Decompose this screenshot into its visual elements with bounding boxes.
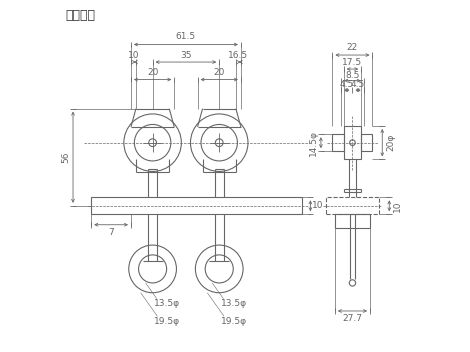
- Text: 4.5: 4.5: [351, 80, 365, 89]
- Bar: [91, 197, 302, 214]
- Text: 受け座側: 受け座側: [65, 10, 95, 23]
- Text: 20φ: 20φ: [386, 134, 396, 151]
- Text: 7: 7: [108, 228, 114, 237]
- Text: 27.7: 27.7: [343, 314, 362, 323]
- Text: 13.5φ: 13.5φ: [154, 300, 180, 308]
- Text: 14.5φ: 14.5φ: [309, 130, 318, 156]
- Text: 10: 10: [128, 51, 139, 59]
- Text: 22: 22: [347, 43, 358, 52]
- Text: 13.5φ: 13.5φ: [221, 300, 247, 308]
- Bar: [344, 126, 361, 159]
- Text: 10: 10: [312, 201, 323, 210]
- Text: 56: 56: [62, 151, 70, 163]
- Text: 10: 10: [392, 200, 401, 212]
- Text: 61.5: 61.5: [176, 32, 196, 40]
- Bar: [361, 134, 372, 151]
- Bar: [326, 197, 379, 214]
- Bar: [332, 134, 344, 151]
- Bar: [335, 214, 370, 227]
- Text: 19.5φ: 19.5φ: [154, 317, 180, 326]
- Text: 4.5: 4.5: [340, 80, 354, 89]
- Text: 19.5φ: 19.5φ: [221, 317, 247, 326]
- Text: 35: 35: [180, 51, 192, 59]
- Text: 17.5: 17.5: [342, 58, 362, 67]
- Text: 8.5: 8.5: [345, 70, 360, 80]
- Text: 20: 20: [213, 68, 225, 77]
- Text: 16.5: 16.5: [228, 51, 249, 59]
- Text: 20: 20: [147, 68, 158, 77]
